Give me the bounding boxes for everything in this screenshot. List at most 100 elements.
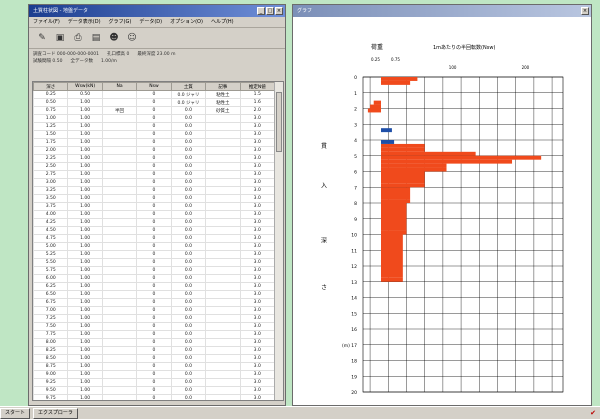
- scrollbar-thumb[interactable]: [276, 92, 282, 152]
- table-cell[interactable]: 3.0: [239, 386, 276, 395]
- table-row[interactable]: 0.25 0.50 0 0.0 ジャリ 粘性土 1.5: [33, 90, 276, 99]
- table-row[interactable]: 6.25 1.00 0 0.0 3.0: [33, 282, 276, 291]
- maximize-button[interactable]: □: [266, 7, 274, 15]
- table-row[interactable]: 8.50 1.00 0 0.0 3.0: [33, 354, 276, 363]
- table-cell[interactable]: 3.0: [239, 298, 276, 307]
- table-row[interactable]: 5.50 1.00 0 0.0 3.0: [33, 258, 276, 267]
- table-row[interactable]: 9.00 1.00 0 0.0 3.0: [33, 370, 276, 379]
- table-cell[interactable]: 0.50: [33, 98, 69, 107]
- table-row[interactable]: 7.25 1.00 0 0.0 3.0: [33, 314, 276, 323]
- column-header[interactable]: Na: [101, 82, 138, 91]
- column-header[interactable]: Wsw(kN): [67, 82, 103, 91]
- table-cell[interactable]: 3.0: [239, 346, 276, 355]
- table-cell[interactable]: 0.0: [170, 122, 207, 131]
- table-cell[interactable]: 3.0: [239, 186, 276, 195]
- table-cell[interactable]: 0: [136, 106, 172, 115]
- table-cell[interactable]: 0: [136, 90, 172, 99]
- table-cell[interactable]: 3.0: [239, 226, 276, 235]
- table-cell[interactable]: [205, 210, 241, 219]
- table-cell[interactable]: 0: [136, 346, 172, 355]
- column-header[interactable]: 深さ: [33, 82, 69, 91]
- menu-options[interactable]: オプション(O): [170, 19, 203, 25]
- table-cell[interactable]: [205, 330, 241, 339]
- table-cell[interactable]: 0: [136, 338, 172, 347]
- table-cell[interactable]: 1.00: [67, 210, 103, 219]
- table-cell[interactable]: 0.0: [170, 234, 207, 243]
- table-cell[interactable]: 5.00: [33, 242, 69, 251]
- table-cell[interactable]: [205, 274, 241, 283]
- table-cell[interactable]: [205, 154, 241, 163]
- table-cell[interactable]: 0.0: [170, 226, 207, 235]
- menu-display[interactable]: データ表示(D): [67, 19, 101, 25]
- table-cell[interactable]: 1.00: [67, 242, 103, 251]
- table-cell[interactable]: 0: [136, 194, 172, 203]
- table-cell[interactable]: 0.0: [170, 282, 207, 291]
- table-cell[interactable]: 0.0: [170, 362, 207, 371]
- table-cell[interactable]: 1.00: [67, 362, 103, 371]
- table-row[interactable]: 8.25 1.00 0 0.0 3.0: [33, 346, 276, 355]
- table-cell[interactable]: [205, 146, 241, 155]
- table-cell[interactable]: 0.0: [170, 202, 207, 211]
- table-cell[interactable]: 1.00: [67, 290, 103, 299]
- table-row[interactable]: 0.50 1.00 0 0.0 ジャリ 粘性土 1.6: [33, 98, 276, 107]
- table-cell[interactable]: [205, 258, 241, 267]
- table-cell[interactable]: 粘性土: [205, 98, 241, 107]
- table-cell[interactable]: [101, 146, 138, 155]
- table-cell[interactable]: 3.0: [239, 130, 276, 139]
- table-cell[interactable]: [101, 386, 138, 395]
- table-cell[interactable]: 0: [136, 226, 172, 235]
- table-cell[interactable]: [205, 130, 241, 139]
- table-cell[interactable]: [205, 242, 241, 251]
- table-row[interactable]: 5.00 1.00 0 0.0 3.0: [33, 242, 276, 251]
- table-cell[interactable]: [205, 370, 241, 379]
- table-cell[interactable]: 0.0: [170, 162, 207, 171]
- table-row[interactable]: 6.75 1.00 0 0.0 3.0: [33, 298, 276, 307]
- table-cell[interactable]: [205, 306, 241, 315]
- table-cell[interactable]: 3.0: [239, 242, 276, 251]
- table-cell[interactable]: [205, 202, 241, 211]
- table-row[interactable]: 1.75 1.00 0 0.0 3.0: [33, 138, 276, 147]
- table-cell[interactable]: 1.00: [67, 146, 103, 155]
- table-cell[interactable]: 6.50: [33, 290, 69, 299]
- menu-graph[interactable]: グラフ(G): [108, 19, 132, 25]
- table-cell[interactable]: 1.00: [67, 354, 103, 363]
- table-cell[interactable]: [205, 194, 241, 203]
- table-cell[interactable]: 1.00: [67, 170, 103, 179]
- table-cell[interactable]: 0: [136, 322, 172, 331]
- table-cell[interactable]: 0: [136, 130, 172, 139]
- table-cell[interactable]: [205, 338, 241, 347]
- table-cell[interactable]: 1.00: [67, 218, 103, 227]
- table-cell[interactable]: 3.0: [239, 266, 276, 275]
- table-cell[interactable]: 0.0: [170, 106, 207, 115]
- table-row[interactable]: 4.75 1.00 0 0.0 3.0: [33, 234, 276, 243]
- table-cell[interactable]: 1.00: [67, 378, 103, 387]
- table-cell[interactable]: 0.0: [170, 266, 207, 275]
- table-row[interactable]: 4.50 1.00 0 0.0 3.0: [33, 226, 276, 235]
- table-cell[interactable]: 0.0: [170, 154, 207, 163]
- table-cell[interactable]: 1.00: [67, 258, 103, 267]
- table-row[interactable]: 3.00 1.00 0 0.0 3.0: [33, 178, 276, 187]
- vertical-scrollbar[interactable]: [274, 82, 283, 400]
- table-cell[interactable]: 0.0: [170, 210, 207, 219]
- table-cell[interactable]: 0: [136, 370, 172, 379]
- table-cell[interactable]: 0.0: [170, 314, 207, 323]
- table-cell[interactable]: 1.00: [67, 130, 103, 139]
- table-cell[interactable]: 1.00: [67, 138, 103, 147]
- table-cell[interactable]: [101, 218, 138, 227]
- table-cell[interactable]: 3.0: [239, 282, 276, 291]
- table-cell[interactable]: 3.0: [239, 178, 276, 187]
- column-header[interactable]: Nsw: [136, 82, 172, 91]
- table-cell[interactable]: 5.50: [33, 258, 69, 267]
- table-cell[interactable]: 0: [136, 250, 172, 259]
- table-cell[interactable]: 3.0: [239, 202, 276, 211]
- table-cell[interactable]: 0.0: [170, 114, 207, 123]
- table-cell[interactable]: [101, 394, 138, 400]
- table-row[interactable]: 9.50 1.00 0 0.0 3.0: [33, 386, 276, 395]
- table-cell[interactable]: [101, 258, 138, 267]
- table-cell[interactable]: 1.00: [67, 394, 103, 400]
- table-cell[interactable]: 1.00: [67, 250, 103, 259]
- table-cell[interactable]: 1.00: [67, 106, 103, 115]
- table-cell[interactable]: 0: [136, 330, 172, 339]
- table-cell[interactable]: 0.25: [33, 90, 69, 99]
- table-cell[interactable]: [205, 346, 241, 355]
